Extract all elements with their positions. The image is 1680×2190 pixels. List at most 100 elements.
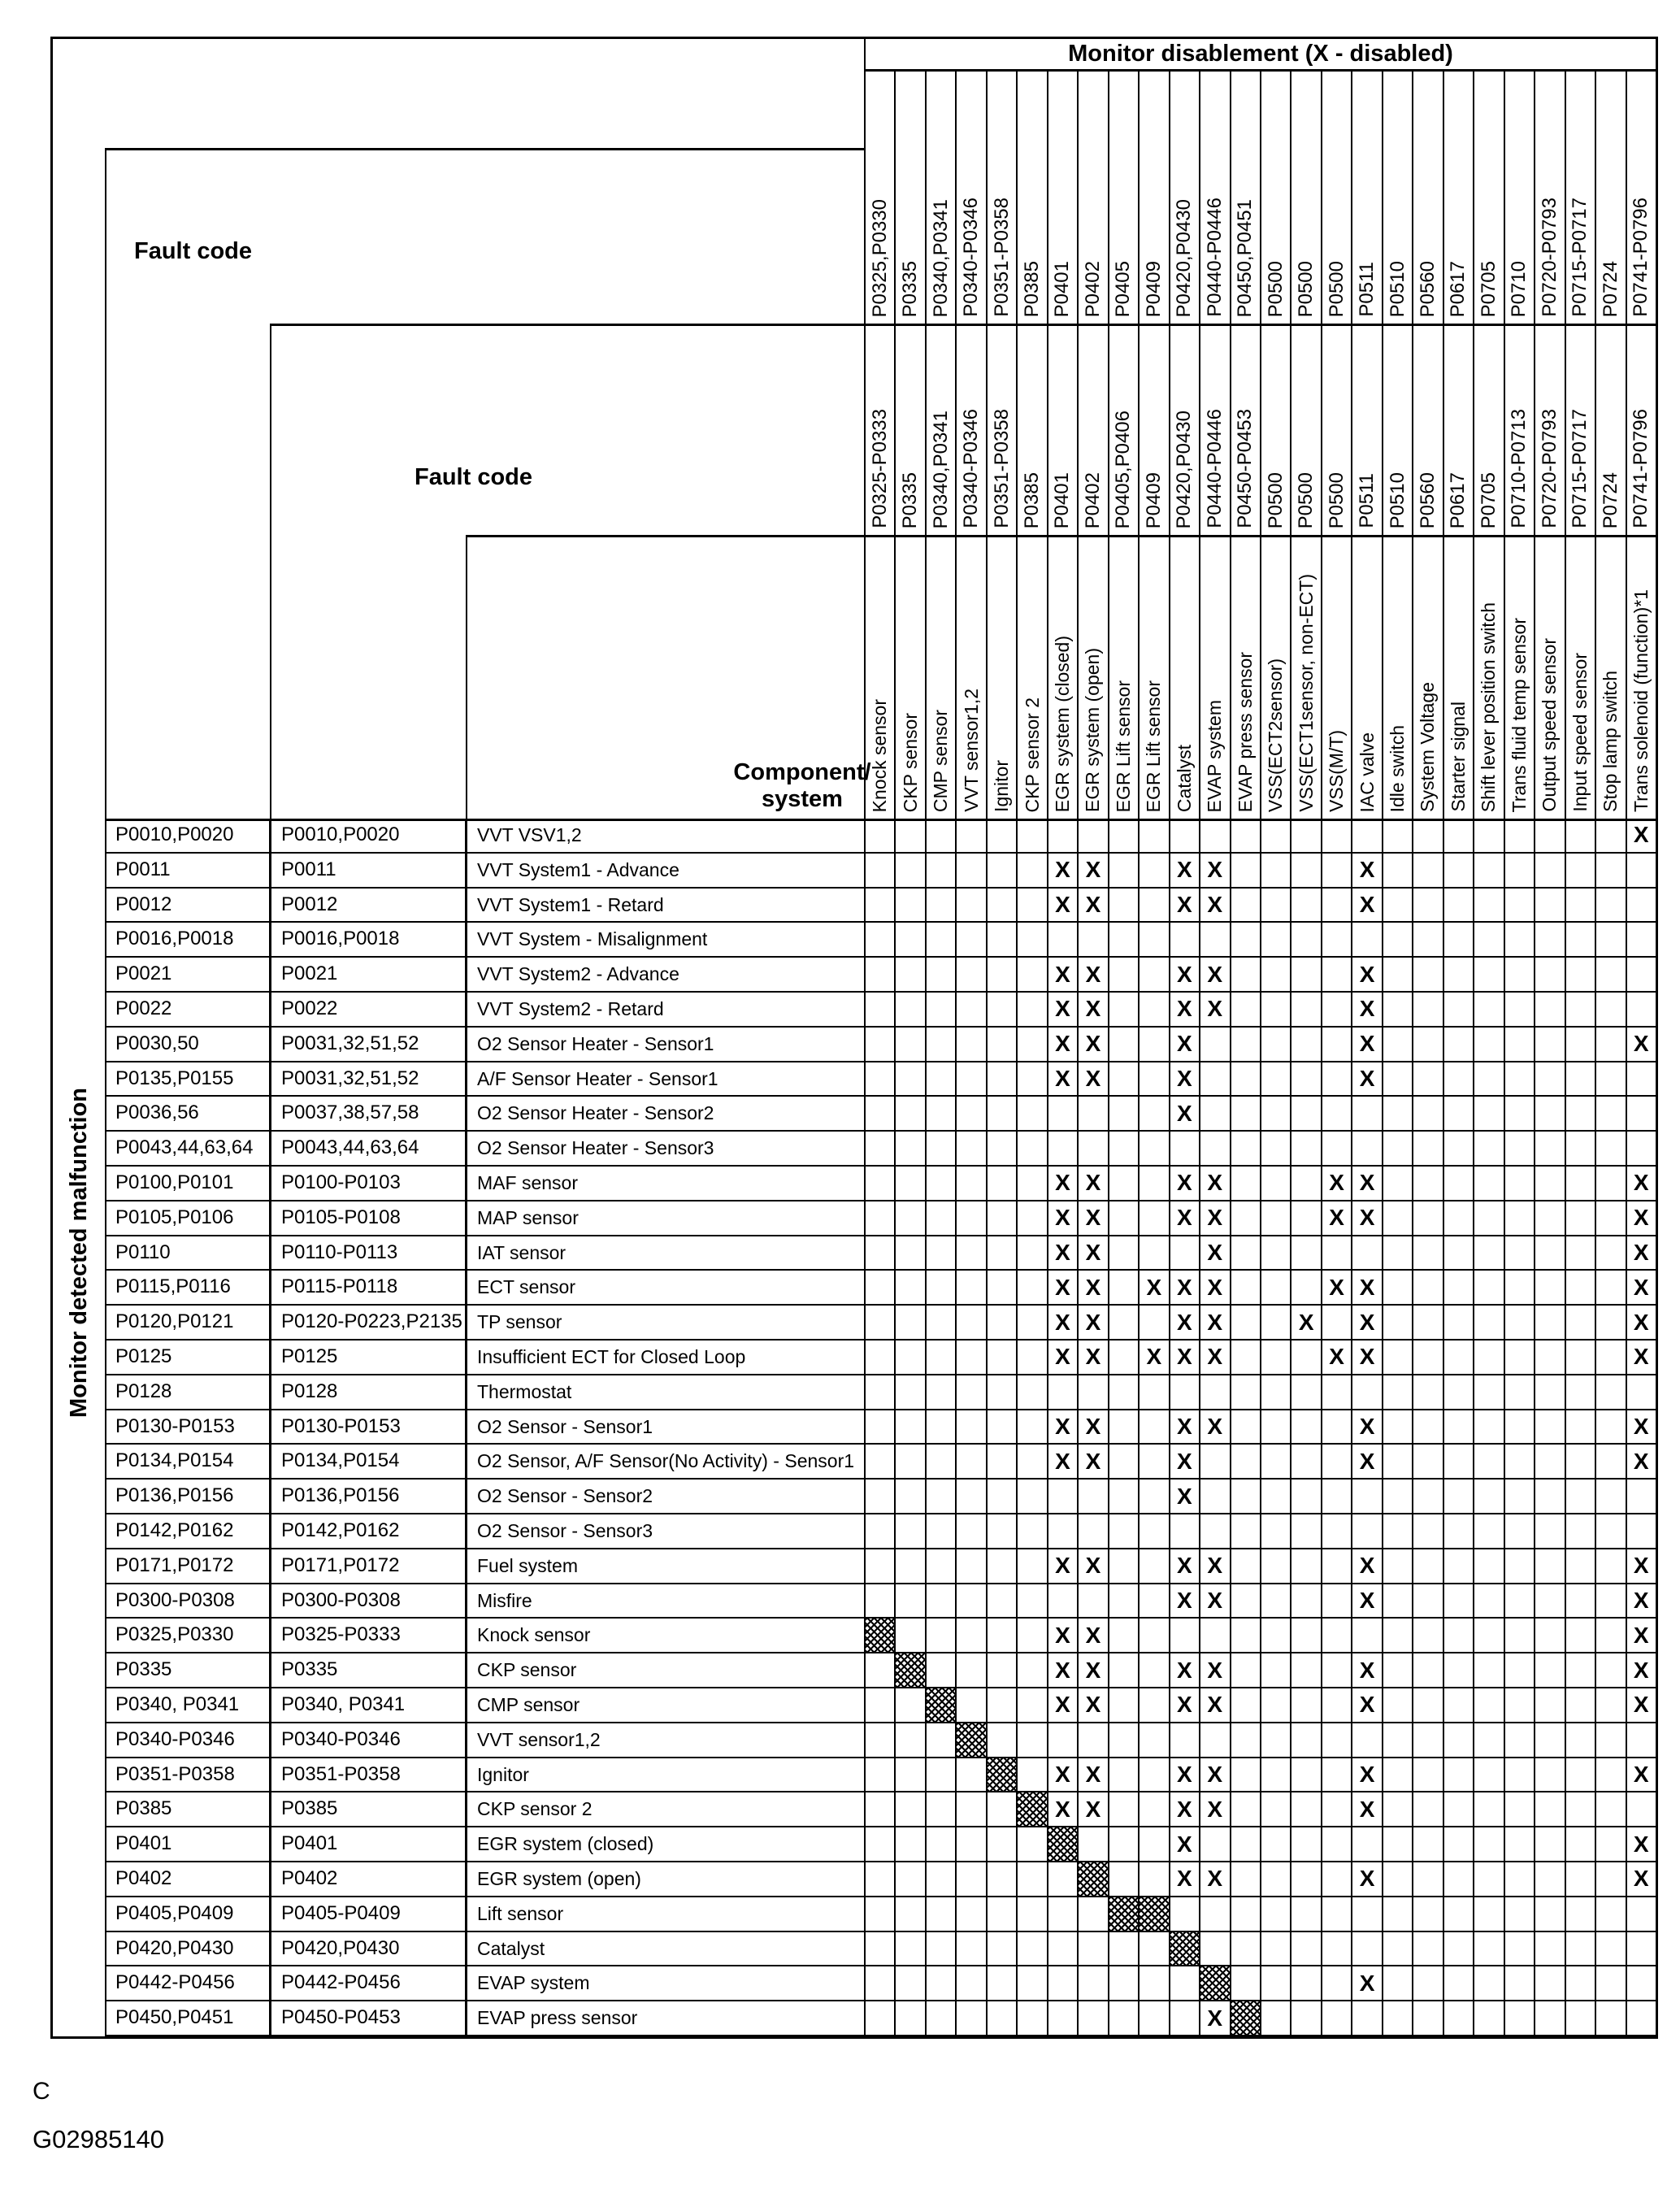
- matrix-cell: X: [1625, 1688, 1656, 1722]
- matrix-cell: X: [1168, 993, 1199, 1026]
- matrix-cell: [1107, 1514, 1138, 1548]
- column-header-code-cell: P0500: [1320, 324, 1351, 535]
- disabled-x-mark: X: [1329, 1274, 1344, 1300]
- fault-code-cell: P0300-P0308: [115, 1588, 235, 1611]
- matrix-cell: [1077, 1132, 1107, 1165]
- matrix-cell: [864, 1792, 894, 1827]
- matrix-cell: [1595, 1653, 1625, 1687]
- figure-id: G02985140: [33, 2125, 165, 2153]
- matrix-cell: [1473, 1480, 1503, 1513]
- matrix-cell: [1290, 2001, 1320, 2035]
- disabled-x-mark: X: [1359, 1970, 1375, 1996]
- matrix-cell: [1625, 1792, 1656, 1827]
- matrix-cell: X: [1168, 1445, 1199, 1479]
- matrix-cell: [955, 1549, 985, 1583]
- matrix-cell: [1503, 1514, 1534, 1548]
- fault-code-cell: P0128: [115, 1380, 172, 1402]
- column-header-label: Shift lever position switch: [1478, 602, 1500, 812]
- component-system-cell: O2 Sensor - Sensor3: [465, 1514, 864, 1548]
- matrix-cell: [1595, 888, 1625, 922]
- column-header-label: P0500: [1295, 471, 1318, 528]
- matrix-cell: [955, 1584, 985, 1618]
- matrix-cell: [1503, 1653, 1534, 1687]
- fault-code-cell: P0043,44,63,64: [269, 1132, 465, 1165]
- fault-code-cell: P0022: [115, 997, 172, 1019]
- column-header-label: Catalyst: [1173, 744, 1195, 812]
- matrix-cell: [864, 1271, 894, 1305]
- fault-row: P0351-P0358 P0351-P0358 Ignitor X X X X X X: [105, 1758, 1656, 1793]
- matrix-cell: [894, 1236, 924, 1270]
- matrix-cell: [1229, 1306, 1260, 1339]
- matrix-cell: [864, 1027, 894, 1061]
- matrix-cell: [1199, 1897, 1229, 1931]
- disabled-x-mark: X: [1207, 857, 1223, 883]
- column-header-label: VSS(ECT1sensor, non-ECT): [1295, 574, 1317, 812]
- matrix-cell: [1290, 923, 1320, 957]
- matrix-cell: [1564, 1792, 1595, 1827]
- column-header-label: P0500: [1325, 471, 1348, 528]
- column-header-component-cell: Ignitor: [985, 535, 1016, 819]
- disabled-x-mark: X: [1176, 1205, 1192, 1231]
- matrix-cell: [1473, 1375, 1503, 1409]
- column-header-code-cell: P0335: [894, 324, 924, 535]
- column-header-code-cell: P0401: [1046, 72, 1077, 324]
- matrix-cell: [894, 1271, 924, 1305]
- matrix-cell: [1503, 923, 1534, 957]
- disabled-x-mark: X: [1207, 961, 1223, 987]
- column-header-code-cell: P0325-P0333: [864, 324, 894, 535]
- matrix-cell: [955, 2001, 985, 2035]
- matrix-cell: X: [1199, 1549, 1229, 1583]
- column-header-code-cell: P0440-P0446: [1199, 324, 1229, 535]
- matrix-cell: X: [1138, 1341, 1168, 1374]
- column-header-component-cell: EVAP press sensor: [1229, 535, 1260, 819]
- matrix-cell: [1138, 1375, 1168, 1409]
- disabled-x-mark: X: [1055, 1239, 1070, 1265]
- matrix-cell: [1046, 1132, 1077, 1165]
- matrix-cell: [1442, 888, 1473, 922]
- matrix-cell: [1442, 1931, 1473, 1966]
- matrix-cell: X: [1168, 1862, 1199, 1896]
- column-header-code-cell: P0385: [1016, 72, 1046, 324]
- matrix-cell: [1016, 1445, 1046, 1479]
- matrix-cell: X: [1625, 1584, 1656, 1618]
- disabled-x-mark: X: [1207, 1796, 1223, 1822]
- column-header-label: P0560: [1416, 260, 1439, 317]
- column-header-label: P0741-P0796: [1630, 198, 1652, 317]
- fault-row: P0134,P0154 P0134,P0154 O2 Sensor, A/F Sen…: [105, 1445, 1656, 1480]
- matrix-cell: [1381, 1027, 1412, 1061]
- column-header-code-cell: P0335: [894, 72, 924, 324]
- matrix-cell: X: [1320, 1271, 1351, 1305]
- matrix-cell: [924, 1445, 955, 1479]
- matrix-cell: [1046, 1097, 1077, 1131]
- component-system-cell: MAF sensor: [465, 1167, 864, 1200]
- matrix-cell: [1381, 819, 1412, 852]
- matrix-cell: [1595, 819, 1625, 852]
- matrix-cell: X: [1351, 1445, 1381, 1479]
- matrix-cell: [864, 1549, 894, 1583]
- matrix-cell: [1442, 1758, 1473, 1792]
- matrix-cell: [985, 1966, 1016, 2001]
- fault-code-cell: P0142,P0162: [115, 1519, 234, 1541]
- component-system-cell: O2 Sensor Heater - Sensor3: [465, 1132, 864, 1165]
- column-header-component-cell: VSS(ECT1sensor, non-ECT): [1290, 535, 1320, 819]
- matrix-cell: [1229, 1132, 1260, 1165]
- fault-code-cell: P0125: [269, 1341, 465, 1374]
- matrix-cell: [1320, 1792, 1351, 1827]
- matrix-cell: [1199, 1827, 1229, 1861]
- matrix-cell: [1412, 1688, 1442, 1722]
- column-header-label: P0351-P0358: [990, 198, 1013, 317]
- matrix-cell: [1442, 1027, 1473, 1061]
- matrix-cell: [1016, 1549, 1046, 1583]
- fault-code-cell: P0030,50: [115, 1032, 199, 1054]
- matrix-cell: [1320, 1862, 1351, 1896]
- matrix-cell: [1412, 1758, 1442, 1792]
- matrix-cell: [1016, 853, 1046, 887]
- matrix-cell: [1229, 1653, 1260, 1687]
- matrix-cell: X: [1168, 1167, 1199, 1200]
- matrix-cell: X: [1077, 1271, 1107, 1305]
- matrix-cell: [1595, 1514, 1625, 1548]
- matrix-cell: [985, 1201, 1016, 1235]
- matrix-cell: [1503, 853, 1534, 887]
- disabled-x-mark: X: [1055, 1448, 1070, 1474]
- column-header-label: P0409: [1142, 260, 1165, 317]
